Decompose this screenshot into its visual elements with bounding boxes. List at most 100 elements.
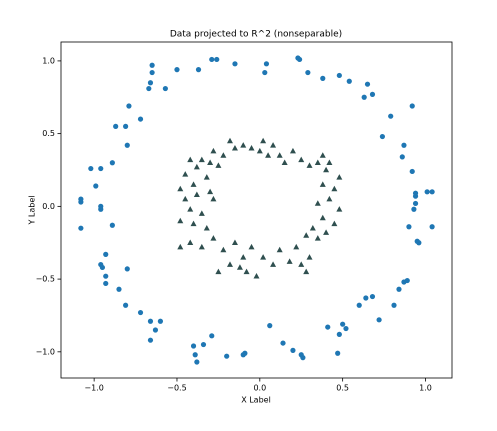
data-point [177,217,184,224]
data-point [267,323,273,329]
data-point [399,154,405,160]
data-point [340,321,346,327]
data-point [103,273,109,279]
data-point [401,142,407,148]
data-point [203,224,210,231]
data-point [240,254,247,260]
data-point [236,264,243,270]
data-point [346,78,352,84]
y-tick-label: 0.5 [42,129,55,138]
x-tick-label: −0.5 [167,384,186,393]
data-point [323,166,330,173]
data-point [88,165,94,172]
data-point [409,103,415,109]
data-point [361,94,367,100]
data-point [207,159,214,166]
data-point [243,268,250,275]
data-point [314,159,321,166]
data-point [416,240,422,246]
data-point [220,246,227,253]
data-point [369,91,376,97]
x-tick-label: 0.5 [336,384,349,393]
data-point [124,142,130,148]
data-point [323,229,330,235]
data-point [306,162,313,168]
data-point [336,206,343,212]
data-point [270,142,277,148]
data-point [263,61,270,67]
data-point [124,266,130,272]
data-point [149,69,155,76]
data-point [303,268,310,275]
data-point [157,318,164,324]
data-point [412,190,419,196]
data-point [198,243,205,250]
data-point [298,261,305,267]
data-point [281,159,288,166]
data-point [276,152,283,158]
data-point [280,340,286,346]
data-point [336,331,342,337]
data-point [248,144,255,151]
data-point [193,191,200,198]
data-point [306,254,313,260]
data-point [411,206,417,212]
data-point [174,67,180,73]
data-point [265,152,272,158]
data-point [210,235,217,241]
data-point [260,254,267,260]
x-tick-label: 0.0 [253,384,266,393]
data-point [319,214,326,221]
data-point [147,80,154,86]
data-point [193,163,200,170]
data-point [300,355,306,361]
data-point [388,113,394,119]
plot-frame [60,41,453,379]
data-point [182,195,189,202]
data-point [78,225,84,231]
data-point [289,147,296,154]
y-tick-label: 1.0 [42,56,55,65]
data-point [98,165,104,172]
x-tick-label: 1.0 [419,384,432,393]
data-point [146,85,152,92]
data-point [113,123,119,129]
data-point [305,69,311,76]
data-point [109,222,115,228]
data-point [232,61,238,67]
data-point [187,239,194,246]
data-point [320,75,326,81]
data-point [162,85,168,92]
data-point [396,286,402,292]
data-point [429,189,435,195]
data-point [224,353,230,359]
data-point [226,137,233,144]
data-point [309,224,316,231]
data-point [190,181,197,187]
data-point [190,343,197,349]
data-point [187,156,194,163]
data-point [409,168,415,175]
data-point [147,337,154,343]
data-point [256,147,263,154]
data-point [331,185,338,192]
data-point [226,261,233,267]
data-point [123,123,129,129]
data-point [182,171,189,177]
data-point [326,159,333,166]
data-point [192,352,198,358]
data-point [260,137,267,144]
data-point [93,183,99,189]
data-point [412,200,419,207]
data-point [335,350,341,356]
data-point [194,359,200,365]
data-point [103,251,109,257]
data-point [198,210,205,216]
data-point [149,62,155,68]
data-point [406,224,412,230]
y-tick-label: −0.5 [36,275,55,284]
data-point [429,224,435,230]
data-point [200,341,207,348]
data-point [356,302,362,308]
y-tick-label: 0.0 [42,202,55,211]
